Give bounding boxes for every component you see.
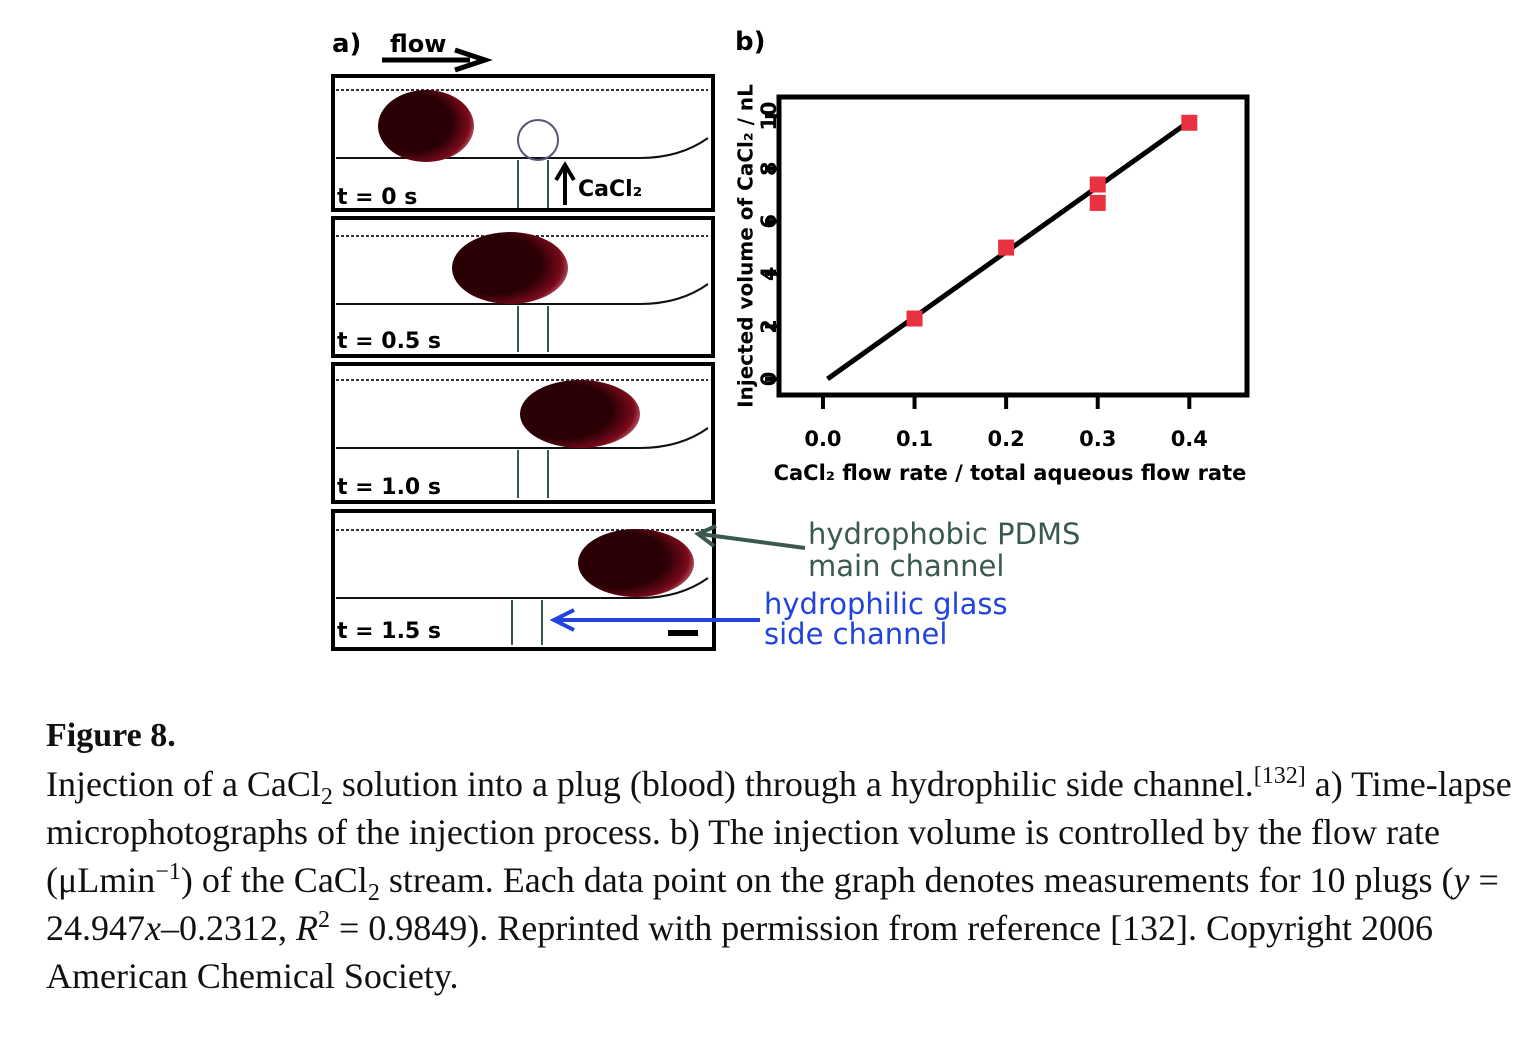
annotation: side channel [764, 617, 947, 651]
frame: t = 0 s CaCl₂ [331, 74, 715, 212]
time-label: t = 0.5 s [337, 329, 441, 354]
frame: t = 1.5 s [331, 509, 716, 651]
flow-arrow [382, 47, 493, 73]
caption-text: 2 [367, 880, 380, 907]
plot-frame [776, 94, 1250, 398]
y-tick-label: 4 [757, 267, 781, 282]
pointer-arrow [549, 608, 760, 632]
data-point [998, 239, 1015, 256]
data-point [1089, 194, 1106, 211]
caption-text: y [1453, 860, 1470, 900]
time-label: t = 0 s [337, 185, 417, 210]
x-tick-label: 0.4 [1171, 427, 1208, 451]
flow-label: flow [390, 30, 446, 58]
data-point [906, 310, 923, 327]
caption-text: –0.2312, [160, 908, 296, 948]
caption-text: = 0.9849). Reprinted with permission fro… [46, 908, 1434, 996]
time-label: t = 1.5 s [337, 619, 441, 644]
time-label: t = 1.0 s [337, 475, 441, 500]
annotation: main channel [808, 549, 1004, 583]
caption-text: 2 [320, 784, 333, 811]
caption-text: ) of the CaCl [180, 860, 368, 900]
y-tick-label: 6 [757, 214, 781, 229]
figure: a) flow t = 0 s CaCl₂ t = 0.5 s t = 1.0 … [331, 27, 1250, 651]
caption-text: a) Time-lapse microphotographs of the in… [46, 764, 1512, 900]
x-tick-label: 0.0 [804, 427, 841, 451]
caption-text: = 24.947 [46, 860, 1499, 948]
x-axis-label: CaCl₂ flow rate / total aqueous flow rat… [774, 461, 1247, 485]
frame: t = 1.0 s [331, 362, 715, 504]
panel-label: b) [735, 27, 766, 57]
caption-text: Injection of a CaCl [46, 764, 321, 804]
y-tick-label: 10 [757, 102, 781, 131]
caption: Figure 8. Injection of a CaCl2 solution … [46, 712, 1526, 1000]
caption-text: R [295, 908, 318, 948]
caption-text: x [145, 908, 161, 948]
data-point [1181, 114, 1198, 131]
panel-label: a) [332, 29, 361, 59]
x-tick-label: 0.2 [988, 427, 1025, 451]
data-point [1089, 176, 1106, 193]
caption-text: solution into a plug (blood) through a h… [332, 764, 1254, 804]
y-tick-label: 2 [757, 319, 781, 334]
caption-text: stream. Each data point on the graph den… [379, 860, 1454, 900]
caption-text: 2 [317, 907, 330, 933]
annotation: hydrophilic glass [764, 587, 1008, 621]
y-axis-label: Injected volume of CaCl₂ / nL [734, 84, 758, 408]
caption-title: Figure 8. [46, 717, 176, 754]
annotation: hydrophobic PDMS [808, 517, 1080, 551]
frame: t = 0.5 s [331, 216, 715, 358]
x-tick-label: 0.1 [896, 427, 933, 451]
y-tick-label: 8 [757, 161, 781, 176]
x-tick-label: 0.3 [1079, 427, 1116, 451]
caption-text: −1 [155, 859, 181, 885]
y-tick-label: 0 [757, 372, 781, 387]
caption-text: [132] [1253, 763, 1306, 789]
inlet-label: CaCl₂ [578, 177, 642, 202]
pointer-arrow [694, 524, 806, 550]
